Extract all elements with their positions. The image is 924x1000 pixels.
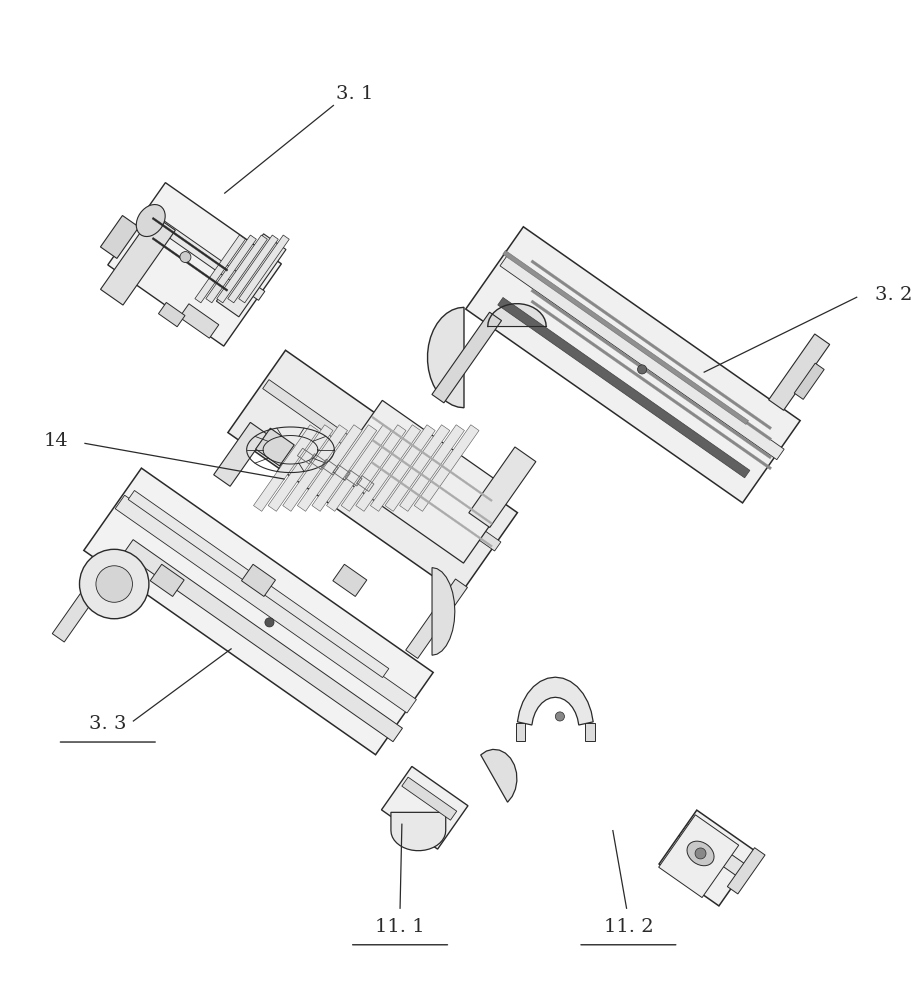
Polygon shape	[152, 217, 228, 271]
Text: 14: 14	[43, 432, 68, 450]
Text: 3. 3: 3. 3	[89, 715, 127, 733]
Polygon shape	[530, 300, 772, 470]
Text: 11. 2: 11. 2	[603, 918, 653, 936]
Polygon shape	[795, 363, 824, 399]
Circle shape	[96, 566, 132, 602]
Polygon shape	[238, 235, 289, 303]
Polygon shape	[769, 334, 830, 410]
Polygon shape	[179, 304, 219, 338]
Polygon shape	[530, 260, 772, 430]
Polygon shape	[679, 824, 748, 878]
Polygon shape	[142, 210, 265, 300]
Ellipse shape	[136, 205, 165, 237]
Polygon shape	[586, 723, 594, 741]
Polygon shape	[312, 425, 377, 511]
Polygon shape	[213, 422, 267, 486]
Polygon shape	[480, 749, 517, 802]
Polygon shape	[195, 235, 246, 303]
Polygon shape	[428, 307, 464, 408]
Polygon shape	[500, 255, 784, 460]
Polygon shape	[432, 568, 455, 655]
Polygon shape	[241, 564, 275, 596]
Polygon shape	[727, 848, 765, 894]
Polygon shape	[283, 425, 347, 511]
Polygon shape	[468, 447, 536, 527]
Circle shape	[638, 365, 647, 374]
Polygon shape	[659, 815, 738, 898]
Polygon shape	[432, 312, 502, 403]
Circle shape	[265, 618, 274, 627]
Polygon shape	[253, 425, 318, 511]
Text: 3. 1: 3. 1	[335, 85, 373, 103]
Polygon shape	[124, 540, 403, 742]
Polygon shape	[516, 723, 525, 741]
Polygon shape	[101, 215, 139, 258]
Polygon shape	[341, 425, 406, 511]
Polygon shape	[498, 297, 750, 478]
Polygon shape	[216, 234, 286, 317]
Polygon shape	[659, 810, 757, 906]
Polygon shape	[227, 235, 278, 303]
Polygon shape	[391, 812, 445, 851]
Circle shape	[695, 848, 706, 859]
Polygon shape	[530, 289, 772, 459]
Polygon shape	[326, 425, 392, 511]
Polygon shape	[256, 428, 294, 466]
Circle shape	[79, 549, 149, 619]
Polygon shape	[517, 677, 593, 725]
Polygon shape	[406, 579, 468, 658]
Polygon shape	[108, 183, 282, 346]
Polygon shape	[466, 227, 800, 503]
Polygon shape	[101, 215, 176, 305]
Polygon shape	[53, 563, 114, 642]
Polygon shape	[530, 271, 772, 441]
Polygon shape	[298, 425, 362, 511]
Polygon shape	[503, 250, 748, 424]
Polygon shape	[268, 425, 333, 511]
Polygon shape	[402, 777, 456, 820]
Polygon shape	[217, 235, 267, 303]
Polygon shape	[371, 462, 492, 547]
Polygon shape	[356, 425, 420, 511]
Polygon shape	[414, 425, 479, 511]
Circle shape	[180, 252, 191, 263]
Polygon shape	[385, 425, 450, 511]
Polygon shape	[151, 564, 184, 596]
Polygon shape	[371, 439, 492, 524]
Polygon shape	[333, 400, 513, 563]
Polygon shape	[116, 495, 417, 713]
Polygon shape	[371, 425, 435, 511]
Polygon shape	[399, 425, 465, 511]
Polygon shape	[84, 468, 433, 755]
Text: 11. 1: 11. 1	[375, 918, 425, 936]
Polygon shape	[228, 350, 517, 595]
Polygon shape	[206, 235, 256, 303]
Polygon shape	[262, 380, 501, 551]
Polygon shape	[128, 490, 389, 678]
Circle shape	[555, 712, 565, 721]
Polygon shape	[382, 766, 468, 849]
Polygon shape	[371, 416, 492, 502]
Text: 3. 2: 3. 2	[875, 286, 912, 304]
Polygon shape	[158, 302, 185, 327]
Polygon shape	[333, 564, 367, 596]
Ellipse shape	[687, 841, 714, 866]
Polygon shape	[152, 237, 228, 291]
